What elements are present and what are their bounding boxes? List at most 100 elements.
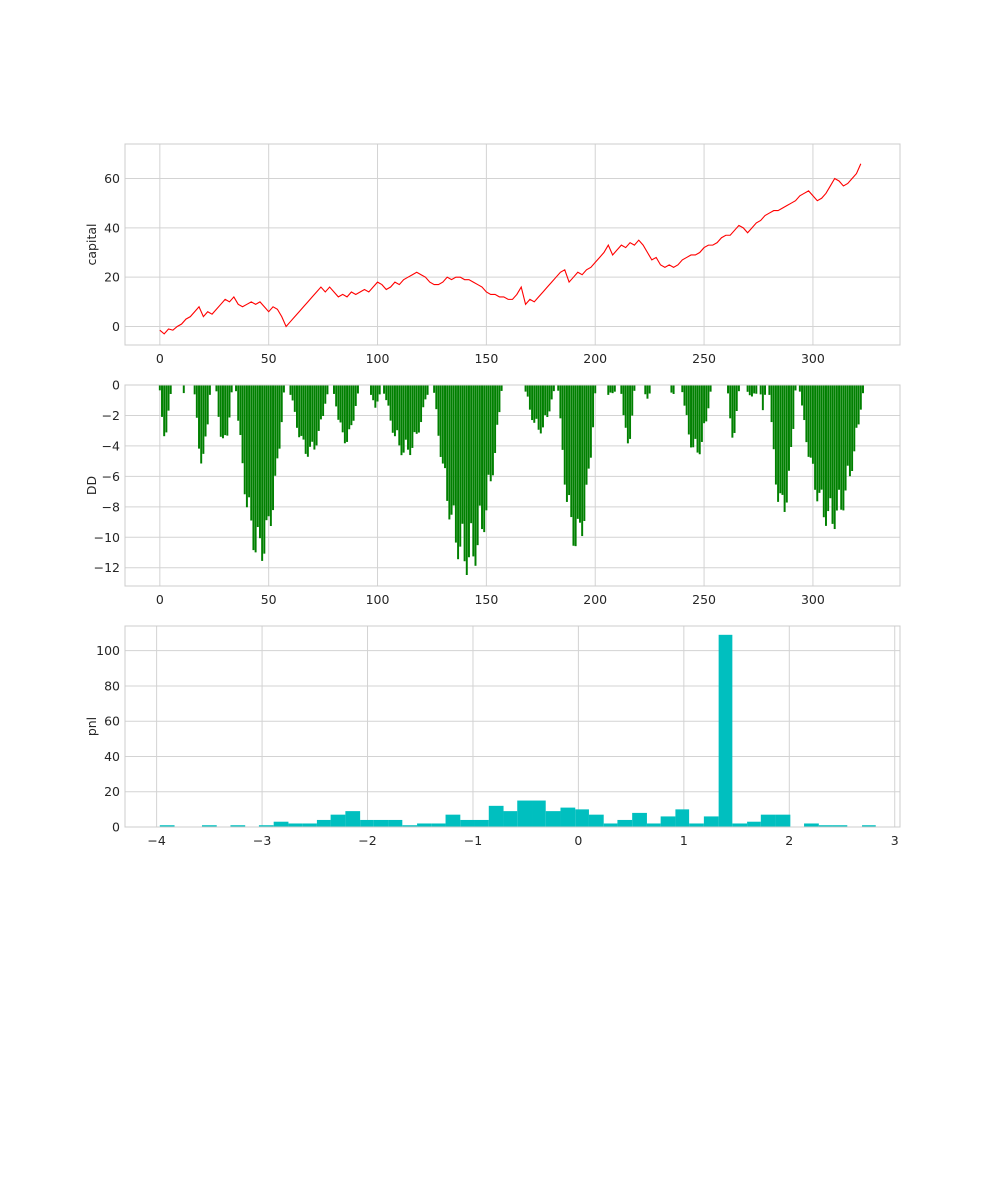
- dd-bar: [794, 385, 797, 391]
- y-tick-label: 40: [104, 220, 120, 235]
- hist-bar: [388, 819, 403, 827]
- dd-bar: [807, 385, 810, 457]
- dd-bar: [594, 385, 597, 394]
- dd-bar: [770, 385, 773, 423]
- dd-bar: [274, 385, 277, 476]
- x-tick-label: 3: [891, 833, 899, 848]
- dd-bar: [535, 385, 538, 419]
- y-tick-label: −8: [102, 499, 120, 514]
- x-tick-label: 0: [574, 833, 582, 848]
- dd-bar: [221, 385, 224, 439]
- x-tick-label: 50: [261, 351, 277, 366]
- dd-bar: [459, 385, 462, 547]
- dd-bar: [500, 385, 503, 391]
- y-tick-label: 0: [112, 378, 120, 393]
- hist-bar: [862, 825, 876, 827]
- dd-bar: [539, 385, 542, 434]
- dd-bar: [161, 385, 163, 417]
- dd-bar: [853, 385, 856, 452]
- dd-bar: [579, 385, 581, 523]
- dd-bar: [528, 385, 531, 410]
- dd-bar: [217, 385, 220, 417]
- dd-bar: [452, 385, 455, 506]
- dd-bar: [587, 385, 590, 469]
- dd-bar: [309, 385, 312, 447]
- hist-bar: [532, 800, 546, 827]
- dd-bar: [417, 385, 420, 433]
- x-tick-label: 0: [156, 351, 164, 366]
- dd-bar: [441, 385, 444, 464]
- dd-bar: [370, 385, 372, 395]
- grid: [125, 626, 900, 828]
- dd-bar: [541, 385, 544, 428]
- dd-bar: [672, 385, 675, 394]
- plot-frame: [124, 143, 901, 346]
- hist-bar: [775, 814, 791, 827]
- dd-bar: [646, 385, 649, 399]
- dd-bar: [557, 385, 560, 391]
- hist-bar: [445, 814, 461, 827]
- dd-bar: [624, 385, 627, 428]
- dd-bar: [193, 385, 196, 395]
- dd-bar: [317, 385, 320, 431]
- hist-bar: [603, 823, 618, 827]
- dd-bar: [633, 385, 636, 391]
- hist-bar: [316, 819, 331, 827]
- hist-bar: [373, 819, 389, 827]
- dd-bar: [727, 385, 729, 394]
- dd-bar: [444, 385, 446, 469]
- dd-bar: [389, 385, 392, 421]
- pnl-histogram: −4 −3 −2 −1 0 1 2 3 0 20 40 60 80 100 pnl: [84, 625, 901, 848]
- dd-bar: [827, 385, 830, 512]
- dd-bar: [265, 385, 268, 521]
- dd-bar: [563, 385, 566, 485]
- dd-bar: [531, 385, 534, 421]
- dd-bar: [206, 385, 209, 425]
- dd-bar: [844, 385, 847, 491]
- x-tick-label: −4: [147, 833, 165, 848]
- dd-bar: [348, 385, 351, 430]
- x-tick-label: −1: [464, 833, 482, 848]
- dd-bar: [848, 385, 851, 477]
- dd-bar: [703, 385, 706, 424]
- dd-bar: [450, 385, 453, 515]
- dd-bar: [805, 385, 808, 443]
- dd-bar: [814, 385, 817, 490]
- dd-bar: [158, 385, 161, 391]
- capital-line: [159, 163, 862, 335]
- y-tick-label: 20: [104, 784, 120, 799]
- dd-bar: [481, 385, 484, 530]
- dd-bar: [326, 385, 329, 395]
- dd-bar: [243, 385, 246, 495]
- dd-bar: [779, 385, 782, 494]
- hist-bar: [159, 825, 175, 827]
- hist-bar: [345, 811, 361, 827]
- hist-bar: [431, 823, 446, 827]
- x-tick-label: −2: [358, 833, 376, 848]
- dd-bar: [561, 385, 564, 450]
- dd-bar: [356, 385, 359, 394]
- x-tick-label: 200: [583, 351, 607, 366]
- dd-bar: [300, 385, 303, 436]
- dd-bar: [411, 385, 414, 448]
- dd-bar: [250, 385, 253, 521]
- dd-bar: [818, 385, 821, 493]
- dd-bar: [296, 385, 298, 428]
- dd-bar: [463, 385, 466, 562]
- dd-bar: [683, 385, 686, 406]
- dd-bar: [228, 385, 231, 418]
- y-tick-label: 20: [104, 270, 120, 285]
- hist-bar: [330, 814, 346, 827]
- dd-bar: [435, 385, 438, 410]
- dd-bar: [195, 385, 198, 418]
- dd-bar: [692, 385, 695, 448]
- dd-bar: [311, 385, 314, 442]
- x-tick-label: 150: [474, 351, 498, 366]
- dd-bar: [855, 385, 858, 428]
- hist-bar: [675, 809, 690, 827]
- dd-bar: [407, 385, 409, 450]
- hist-bar: [360, 819, 374, 827]
- dd-bar: [768, 385, 771, 395]
- dd-bar: [857, 385, 860, 425]
